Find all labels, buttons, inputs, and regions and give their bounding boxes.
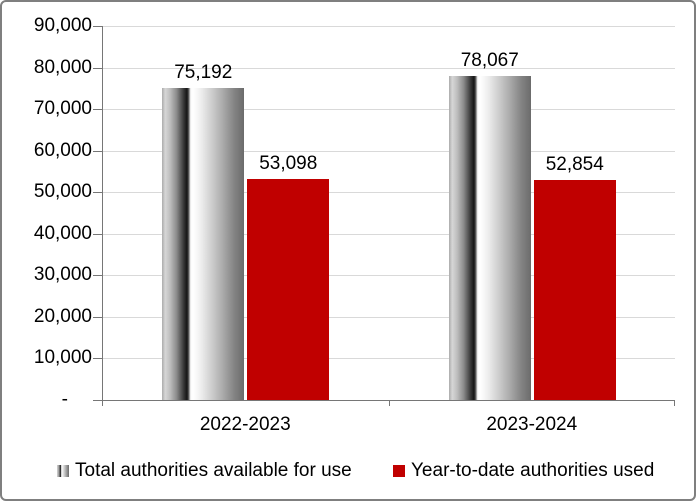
bar-total-authorities <box>448 75 531 400</box>
y-axis-label: - <box>61 389 68 410</box>
gridline <box>102 109 675 111</box>
data-label-ytd-used: 52,854 <box>545 154 604 176</box>
y-axis-tick <box>93 192 102 194</box>
gridline <box>102 316 675 318</box>
legend-item-total-authorities: Total authorities available for use <box>57 459 352 483</box>
y-axis-line <box>102 26 103 400</box>
y-axis-tick <box>93 109 102 111</box>
x-axis-tick <box>674 400 675 406</box>
y-axis-label: 80,000 <box>33 56 92 78</box>
y-axis-tick <box>93 26 102 27</box>
y-axis-label: 60,000 <box>33 139 92 161</box>
x-axis-category-label: 2023-2024 <box>486 414 578 435</box>
legend-marker-red <box>393 465 405 477</box>
bar-ytd-used <box>247 179 330 400</box>
x-axis-tick <box>102 400 103 406</box>
y-axis-tick <box>93 67 102 69</box>
y-axis-tick <box>93 316 102 318</box>
gridline <box>102 233 675 235</box>
gridline <box>102 67 675 69</box>
y-axis-tick <box>93 400 102 401</box>
y-axis-label: 10,000 <box>33 347 92 369</box>
y-axis-tick <box>93 275 102 277</box>
y-axis-label: 50,000 <box>33 181 92 203</box>
bar-total-authorities <box>162 87 245 400</box>
legend-item-ytd-used: Year-to-date authorities used <box>393 459 654 483</box>
gridline <box>102 192 675 194</box>
y-axis-label: 70,000 <box>33 98 92 120</box>
y-axis-label: 20,000 <box>33 305 92 327</box>
gridline <box>102 275 675 277</box>
gridline <box>102 358 675 360</box>
bar-ytd-used <box>533 180 616 400</box>
legend-label-ytd-used: Year-to-date authorities used <box>411 460 655 481</box>
legend-label-total-authorities: Total authorities available for use <box>75 460 352 481</box>
legend-marker-gray-striped <box>57 465 69 477</box>
y-axis-label: 40,000 <box>33 222 92 244</box>
y-axis-tick <box>93 233 102 235</box>
y-axis-label: 30,000 <box>33 264 92 286</box>
gridline <box>102 150 675 152</box>
x-axis-tick <box>388 400 390 406</box>
data-label-total-authorities: 75,192 <box>174 61 233 83</box>
y-axis-tick <box>93 358 102 360</box>
x-axis-category-label: 2022-2023 <box>199 414 291 435</box>
y-axis-label: 90,000 <box>33 15 92 36</box>
gridline <box>102 26 675 27</box>
data-label-ytd-used: 53,098 <box>259 153 318 175</box>
data-label-total-authorities: 78,067 <box>460 49 519 71</box>
y-axis-tick <box>93 150 102 152</box>
